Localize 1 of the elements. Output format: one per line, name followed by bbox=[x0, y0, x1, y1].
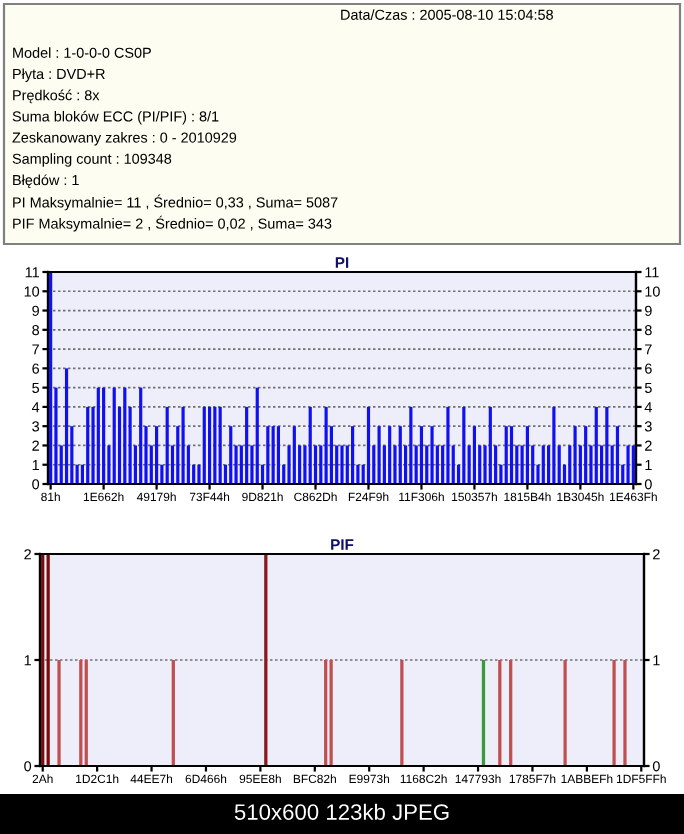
text: 510x600 123kb JPEG bbox=[234, 803, 449, 820]
